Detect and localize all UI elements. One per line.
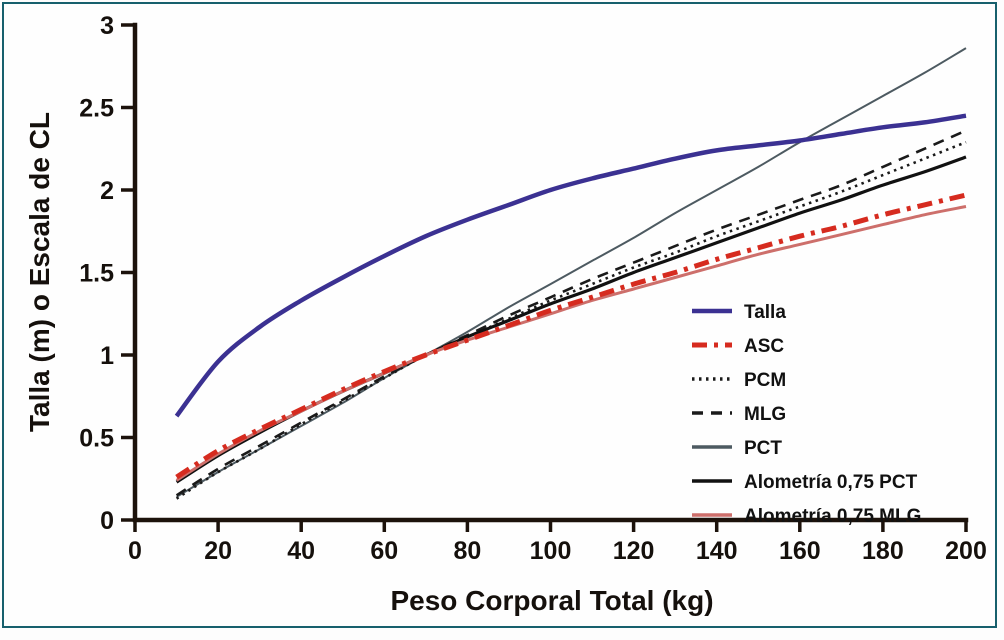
y-tick-label: 0.5: [79, 425, 114, 453]
x-tick-label: 180: [862, 537, 904, 565]
x-tick-label: 200: [945, 537, 987, 565]
y-tick-label: 0: [100, 507, 114, 535]
x-tick-label: 20: [204, 537, 232, 565]
x-axis-title: Peso Corporal Total (kg): [390, 585, 714, 616]
legend-label-asc: ASC: [744, 336, 784, 357]
curve-pcm: [175, 140, 967, 500]
legend-label-mlg: MLG: [744, 404, 786, 425]
figure-frame: [2, 2, 997, 628]
x-tick-label: 40: [287, 537, 315, 565]
curve-mlg: [175, 129, 967, 497]
legend-label-alometría-0-75-pct: Alometría 0,75 PCT: [744, 472, 918, 493]
curve-talla: [174, 113, 967, 418]
legend-label-pcm: PCM: [744, 370, 786, 391]
x-tick-label: 60: [370, 537, 398, 565]
y-tick-label: 1.5: [79, 260, 114, 288]
x-tick-label: 120: [613, 537, 655, 565]
x-tick-label: 100: [530, 537, 572, 565]
x-tick-label: 160: [779, 537, 821, 565]
legend-label-alometría-0-75-mlg: Alometría 0,75 MLG: [744, 506, 921, 527]
curve-pct: [176, 47, 967, 498]
y-tick-label: 3: [100, 12, 114, 40]
legend-label-talla: Talla: [744, 302, 786, 323]
curve-asc: [175, 192, 967, 480]
y-axis-title: Talla (m) o Escala de CL: [24, 111, 55, 433]
y-tick-label: 1: [100, 342, 114, 370]
y-tick-label: 2: [100, 177, 114, 205]
x-tick-label: 0: [128, 537, 142, 565]
x-tick-label: 80: [453, 537, 481, 565]
legend-label-pct: PCT: [744, 438, 782, 459]
curve-alometría-0-75-pct: [175, 155, 967, 484]
y-tick-label: 2.5: [79, 95, 114, 123]
curve-alometría-0-75-mlg: [175, 205, 967, 482]
x-tick-label: 140: [696, 537, 738, 565]
